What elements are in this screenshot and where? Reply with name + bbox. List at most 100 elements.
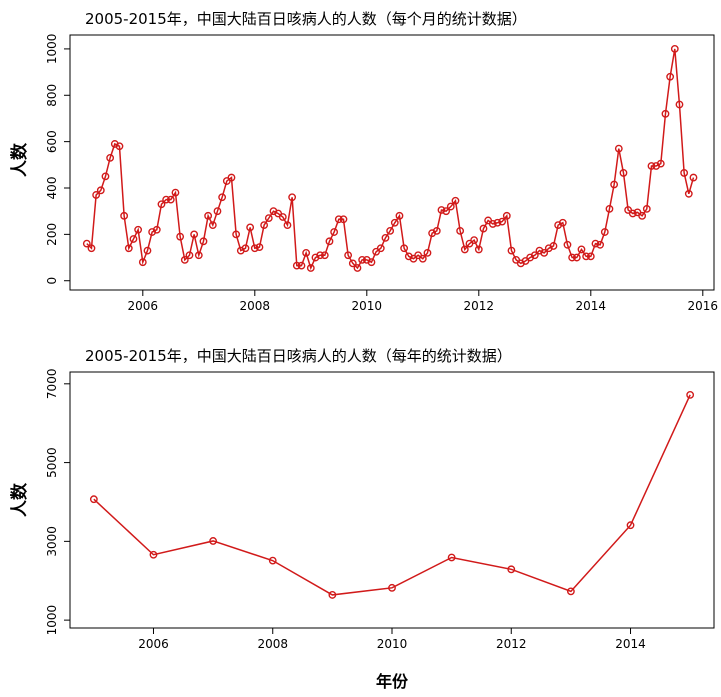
data-point — [572, 253, 581, 262]
y-axis-label: 人数 — [9, 482, 30, 517]
series-line — [93, 394, 691, 596]
y-tick-label: 1000 — [45, 605, 59, 636]
data-point — [320, 251, 329, 260]
data-point — [306, 264, 315, 272]
data-point — [540, 249, 549, 257]
y-tick-label: 5000 — [45, 447, 59, 478]
x-tick-label: 2010 — [377, 637, 408, 651]
data-point — [246, 223, 255, 232]
data-point — [446, 202, 455, 211]
data-point — [400, 244, 409, 253]
y-tick-label: 800 — [45, 84, 59, 107]
data-point — [376, 244, 385, 253]
data-point — [134, 225, 143, 234]
data-point — [423, 249, 432, 257]
data-point — [213, 207, 222, 216]
data-point — [367, 258, 376, 267]
data-point — [124, 244, 133, 253]
chart-title: 2005-2015年，中国大陆百日咳病人的人数（每年的统计数据） — [85, 347, 512, 365]
data-point — [157, 200, 166, 209]
data-point — [507, 565, 516, 574]
data-point — [670, 45, 679, 53]
chart-yearly: 2005-2015年，中国大陆百日咳病人的人数（每年的统计数据） 人数 年份 2… — [9, 347, 715, 691]
axes: 2006 2008 2010 2012 2014 2016 0 200 400 600 800 100… — [45, 34, 718, 313]
data-markers — [89, 390, 695, 599]
axes: 2006 2008 2010 2012 2014 1000 3000 5000 7000 — [45, 369, 646, 651]
data-point — [479, 224, 488, 233]
data-point — [498, 217, 507, 226]
data-point — [568, 253, 577, 262]
data-point — [666, 72, 675, 81]
data-markers — [82, 45, 698, 272]
data-point — [432, 226, 441, 235]
data-point — [166, 195, 175, 204]
data-point — [563, 240, 572, 249]
data-point — [447, 553, 456, 562]
x-axis-label: 年份 — [376, 672, 409, 691]
data-point — [339, 215, 348, 224]
data-point — [348, 259, 357, 268]
data-point — [260, 221, 269, 229]
data-point — [566, 587, 575, 596]
data-point — [185, 251, 194, 260]
data-point — [87, 244, 96, 253]
data-point — [218, 193, 227, 202]
data-point — [283, 221, 292, 229]
y-tick-label: 1000 — [45, 34, 59, 65]
data-point — [227, 173, 236, 182]
y-tick-label: 0 — [45, 277, 59, 285]
data-point — [684, 189, 693, 198]
data-point — [190, 230, 199, 239]
data-point — [232, 230, 241, 239]
data-point — [162, 195, 171, 204]
data-point — [474, 245, 483, 254]
data-point — [558, 218, 567, 227]
data-point — [596, 240, 605, 249]
data-point — [610, 180, 619, 189]
data-point — [106, 153, 115, 162]
x-tick-label: 2014 — [576, 299, 607, 313]
data-point — [507, 246, 516, 255]
data-point — [176, 232, 185, 241]
data-point — [292, 261, 301, 270]
x-tick-label: 2016 — [688, 299, 719, 313]
y-tick-label: 7000 — [45, 369, 59, 400]
data-point — [442, 207, 451, 216]
plot-frame — [69, 34, 715, 291]
chart-title: 2005-2015年，中国大陆百日咳病人的人数（每个月的统计数据） — [85, 10, 527, 28]
data-point — [138, 258, 147, 267]
data-point — [143, 246, 152, 255]
data-point — [302, 249, 311, 257]
data-point — [264, 214, 273, 223]
data-point — [316, 251, 325, 260]
data-point — [642, 204, 651, 213]
data-point — [470, 236, 479, 245]
x-tick-label: 2008 — [240, 299, 271, 313]
data-point — [101, 172, 110, 181]
data-point — [208, 221, 217, 229]
data-point — [460, 245, 469, 254]
y-tick-label: 200 — [45, 223, 59, 246]
data-point — [591, 239, 600, 248]
data-point — [493, 218, 502, 227]
data-point — [388, 583, 396, 592]
plot-frame — [69, 371, 715, 629]
y-axis-label: 人数 — [9, 142, 30, 177]
x-tick-label: 2006 — [128, 299, 159, 313]
data-point — [656, 159, 665, 168]
data-point — [647, 162, 656, 170]
x-tick-label: 2010 — [352, 299, 383, 313]
series-line — [86, 48, 695, 271]
data-point — [82, 239, 91, 248]
data-point — [241, 244, 250, 253]
data-point — [288, 193, 297, 202]
data-point — [330, 228, 339, 236]
data-point — [549, 242, 558, 250]
data-point — [297, 261, 306, 270]
x-tick-label: 2012 — [464, 299, 495, 313]
data-point — [194, 251, 203, 260]
data-point — [577, 245, 586, 254]
data-point — [614, 144, 623, 153]
data-point — [180, 255, 189, 264]
